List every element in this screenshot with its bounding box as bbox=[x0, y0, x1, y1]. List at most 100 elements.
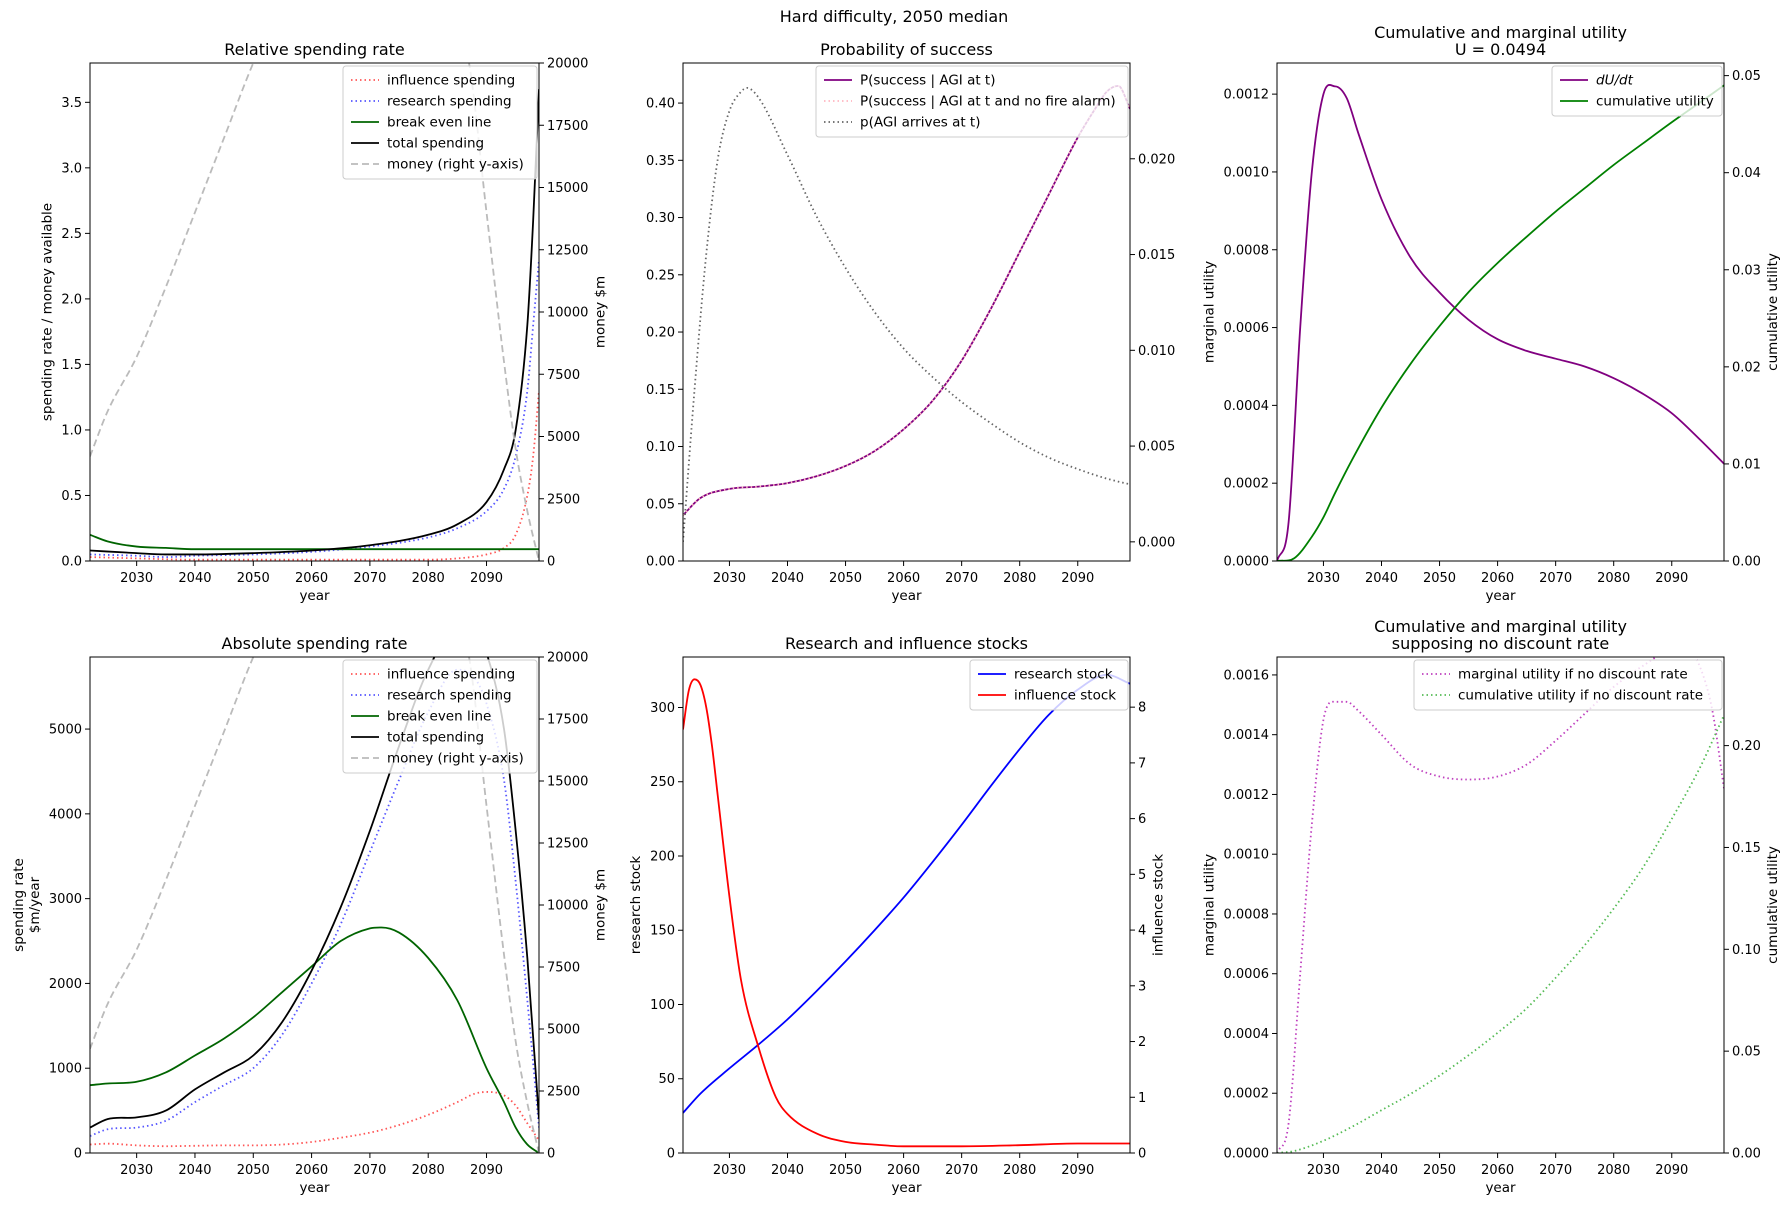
y-tick-label: 2.5 bbox=[61, 227, 82, 242]
y2-tick-label: 10000 bbox=[547, 306, 588, 321]
legend-label: influence spending bbox=[387, 73, 515, 89]
x-tick-label: 2050 bbox=[829, 571, 862, 586]
figure: Hard difficulty, 2050 median 2030 2040 205… bbox=[0, 0, 1789, 1205]
y-tick-label: 300 bbox=[650, 701, 675, 716]
y-tick-label: 2.0 bbox=[61, 292, 82, 307]
legend-label: research spending bbox=[387, 94, 512, 110]
legend: marginal utility if no discount ratecumu… bbox=[1414, 660, 1722, 710]
y-tick-label: 1.0 bbox=[61, 423, 82, 438]
x-tick-label: 2050 bbox=[1423, 1163, 1456, 1178]
y2-tick-label: 1 bbox=[1138, 1091, 1146, 1106]
y-tick-label: 3.5 bbox=[61, 96, 82, 111]
y-tick-label: 0.35 bbox=[646, 154, 675, 169]
x-axis-label: year bbox=[891, 1180, 922, 1196]
y-axis-label: marginal utility bbox=[1202, 854, 1218, 956]
panel-p2: 2030 2040 2050 2060 2070 2080 20900.000.050.10… bbox=[646, 40, 1175, 604]
y-tick-label: 150 bbox=[650, 924, 675, 939]
series-group bbox=[1277, 651, 1724, 1153]
x-tick-label: 2070 bbox=[353, 1163, 386, 1178]
x-tick-label: 2060 bbox=[887, 1163, 920, 1178]
legend-label: break even line bbox=[387, 709, 491, 725]
x-tick-label: 2070 bbox=[945, 571, 978, 586]
y-tick-label: 0.5 bbox=[61, 489, 82, 504]
y-tick-label: 0.30 bbox=[646, 211, 675, 226]
x-tick-label: 2050 bbox=[1423, 571, 1456, 586]
y-tick-label: 250 bbox=[650, 775, 675, 790]
y-tick-label: 0.0010 bbox=[1224, 848, 1270, 863]
y2-tick-label: 0.20 bbox=[1732, 739, 1761, 754]
x-tick-label: 2070 bbox=[1539, 1163, 1572, 1178]
series-line-influence-stock bbox=[683, 679, 1130, 1146]
legend-label: research spending bbox=[387, 688, 512, 704]
x-tick-label: 2060 bbox=[295, 571, 328, 586]
axes-frame bbox=[1277, 657, 1724, 1153]
y-tick-label: 0.0002 bbox=[1224, 477, 1270, 492]
y-tick-label: 200 bbox=[650, 849, 675, 864]
series-group bbox=[1277, 85, 1724, 561]
y2-tick-label: 17500 bbox=[547, 119, 588, 134]
y2-tick-label: 6 bbox=[1138, 812, 1146, 827]
y2-tick-label: 20000 bbox=[547, 651, 588, 666]
x-tick-label: 2060 bbox=[1481, 571, 1514, 586]
y-axis-label: marginal utility bbox=[1202, 261, 1218, 363]
y-tick-label: 0.0004 bbox=[1224, 1027, 1270, 1042]
y2-tick-label: 0 bbox=[1138, 1147, 1146, 1162]
legend-label: dU/dt bbox=[1596, 73, 1634, 89]
y-tick-label: 0.0006 bbox=[1224, 321, 1270, 336]
y2-tick-label: 0.03 bbox=[1732, 263, 1761, 278]
y-axis-label-line2: $m/year bbox=[27, 876, 43, 933]
x-tick-label: 2040 bbox=[771, 571, 804, 586]
y2-tick-label: 0.10 bbox=[1732, 943, 1761, 958]
y-tick-label: 0.0008 bbox=[1224, 907, 1270, 922]
y-tick-label: 0.25 bbox=[646, 268, 675, 283]
legend-label: P(success | AGI at t) bbox=[860, 73, 996, 89]
legend-label: research stock bbox=[1014, 667, 1113, 683]
y2-tick-label: 5000 bbox=[547, 430, 580, 445]
x-tick-label: 2090 bbox=[1655, 571, 1688, 586]
x-tick-label: 2080 bbox=[1597, 571, 1630, 586]
legend: influence spending research spending break… bbox=[343, 660, 537, 773]
y2-tick-label: 2500 bbox=[547, 492, 580, 507]
series-line-influence-spending bbox=[90, 391, 539, 560]
y2-tick-label: 7500 bbox=[547, 961, 580, 976]
series-line-research-spending bbox=[90, 260, 539, 557]
y-tick-label: 0.0006 bbox=[1224, 967, 1270, 982]
y-tick-label: 0.0012 bbox=[1224, 788, 1270, 803]
legend: influence spending research spending break… bbox=[343, 66, 537, 179]
y2-tick-label: 17500 bbox=[547, 713, 588, 728]
x-tick-label: 2090 bbox=[470, 1163, 503, 1178]
y2-tick-label: 0.020 bbox=[1138, 152, 1175, 167]
y-tick-label: 0.15 bbox=[646, 383, 675, 398]
x-axis-label: year bbox=[299, 588, 330, 604]
x-tick-label: 2030 bbox=[713, 571, 746, 586]
y-axis-label: research stock bbox=[628, 856, 644, 955]
y-tick-label: 0.10 bbox=[646, 440, 675, 455]
legend: dU/dtcumulative utility bbox=[1552, 66, 1722, 116]
legend-label: p(AGI arrives at t) bbox=[860, 115, 981, 131]
series-line-cumulative-utility-if-no-discount-rate bbox=[1277, 715, 1724, 1153]
y2-axis-label: cumulative utility bbox=[1765, 846, 1781, 964]
y2-tick-label: 0.015 bbox=[1138, 248, 1175, 263]
series-line-p-success-agi-at-t- bbox=[683, 86, 1130, 515]
x-tick-label: 2060 bbox=[887, 571, 920, 586]
x-tick-label: 2040 bbox=[178, 1163, 211, 1178]
chart-title: Research and influence stocks bbox=[785, 634, 1028, 653]
x-tick-label: 2080 bbox=[412, 1163, 445, 1178]
panel-p4: 2030 2040 2050 2060 2070 2080 2090 0 1000 2000 300… bbox=[11, 620, 608, 1196]
y-tick-label: 0.0016 bbox=[1224, 668, 1270, 683]
y2-tick-label: 0.05 bbox=[1732, 69, 1761, 84]
y2-axis-label: money $m bbox=[592, 869, 608, 941]
series-line-break-even-line bbox=[90, 535, 539, 549]
y2-tick-label: 12500 bbox=[547, 837, 588, 852]
x-axis-label: year bbox=[891, 588, 922, 604]
y-tick-label: 0.0014 bbox=[1224, 728, 1270, 743]
x-axis-label: year bbox=[1485, 1180, 1516, 1196]
legend-label: money (right y-axis) bbox=[387, 751, 524, 767]
y-tick-label: 0.0000 bbox=[1224, 555, 1270, 570]
panel-p1: 2030 2040 2050 2060 2070 2080 2090 0.0 0.5 1.0 1.5… bbox=[39, 26, 608, 604]
y-tick-label: 5000 bbox=[49, 723, 82, 738]
y2-axis-label: money $m bbox=[592, 276, 608, 348]
x-tick-label: 2060 bbox=[295, 1163, 328, 1178]
legend-label: break even line bbox=[387, 115, 491, 131]
y-tick-label: 0 bbox=[74, 1147, 82, 1162]
